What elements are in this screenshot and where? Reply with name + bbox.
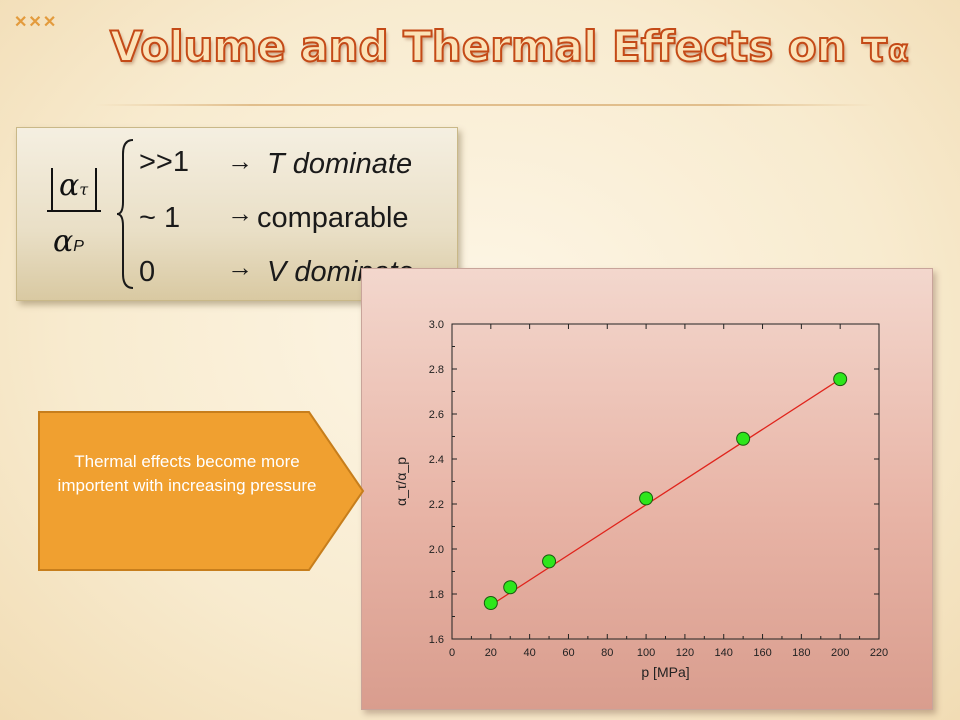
fraction-line — [47, 210, 101, 212]
y-tick-label: 1.6 — [429, 634, 444, 646]
x-tick-label: 200 — [831, 647, 849, 659]
y-tick-label: 2.6 — [429, 409, 444, 421]
slide-title: Volume and Thermal Effects on τα — [109, 21, 910, 72]
x-tick-label: 20 — [485, 647, 497, 659]
slide-title-text: Volume and Thermal Effects on τ — [109, 21, 889, 72]
x-tick-label: 140 — [715, 647, 733, 659]
x-axis-label: p [MPa] — [641, 664, 689, 680]
numerator-alpha: α — [59, 168, 80, 203]
callout-text: Thermal effects become more importent wi… — [57, 452, 317, 495]
fraction-denominator: αP — [53, 224, 84, 259]
abs-bar-left — [51, 168, 53, 210]
plot-frame — [451, 323, 880, 640]
data-point — [833, 372, 848, 387]
fit-line — [490, 378, 841, 606]
y-tick-label: 3.0 — [429, 319, 444, 331]
case-1-arrow: → — [227, 146, 253, 176]
formula-box: ατ αP >>1 → T dominate ~ 1 → comparable … — [16, 127, 458, 301]
y-axis-label: α_τ/α_p — [393, 457, 409, 506]
x-tick-label: 180 — [792, 647, 810, 659]
scatter-chart: 0 20 40 60 80 100 120 140 160 180 200 220 1.6 1.8 2.0 2… — [393, 319, 888, 680]
x-tick-label: 0 — [449, 647, 455, 659]
data-point — [503, 580, 518, 595]
numerator-subscript: τ — [79, 180, 89, 199]
x-tick-label: 220 — [870, 647, 888, 659]
y-tick-label: 2.8 — [429, 364, 444, 376]
numerator-symbol: ατ — [59, 168, 88, 203]
x-tick-label: 100 — [637, 647, 655, 659]
case-2-result: comparable — [257, 202, 409, 234]
y-tick-label: 1.8 — [429, 589, 444, 601]
case-2-condition: ~ 1 — [139, 202, 181, 234]
case-3-arrow: → — [227, 252, 253, 282]
data-point — [639, 491, 654, 506]
case-2-arrow: → — [227, 198, 253, 228]
x-tick-label: 60 — [562, 647, 574, 659]
x-tick-label: 120 — [676, 647, 694, 659]
x-tick-label: 160 — [753, 647, 771, 659]
x-tick-label: 40 — [524, 647, 536, 659]
denominator-alpha: α — [53, 224, 74, 259]
slide-title-subscript: α — [887, 33, 910, 70]
abs-bar-right — [95, 168, 97, 210]
callout-arrow-shape — [38, 411, 365, 571]
y-tick-label: 2.2 — [429, 499, 444, 511]
data-point — [483, 596, 498, 610]
case-3-condition: 0 — [139, 256, 156, 288]
left-brace — [117, 139, 134, 289]
x-tick-label: 80 — [601, 647, 613, 659]
slide-marks-decoration: ✕✕✕ — [14, 14, 58, 31]
case-1-condition: >>1 — [139, 146, 189, 178]
chart-panel: 0 20 40 60 80 100 120 140 160 180 200 220 1.6 1.8 2.0 2… — [361, 268, 933, 710]
y-tick-label: 2.0 — [429, 544, 444, 556]
y-tick-label: 2.4 — [429, 454, 444, 466]
data-point — [542, 554, 557, 569]
data-point — [736, 431, 751, 446]
case-1-result: T dominate — [267, 148, 413, 180]
title-underline — [95, 104, 875, 106]
denominator-subscript: P — [73, 238, 84, 255]
